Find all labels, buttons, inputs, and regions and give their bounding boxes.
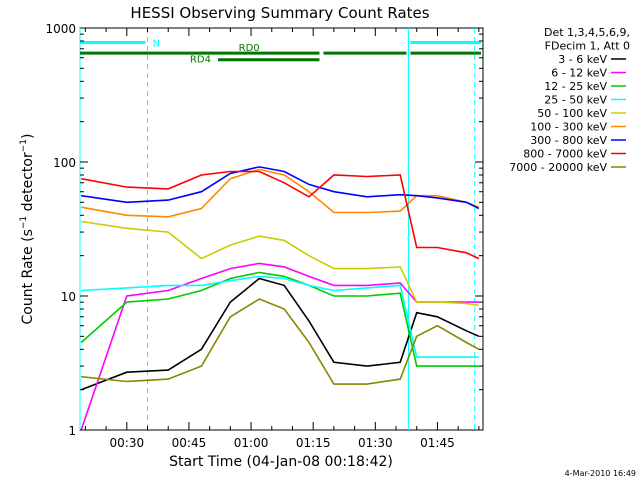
- legend-entry-label: 6 - 12 keV: [551, 67, 607, 80]
- legend-entry-label: 800 - 7000 keV: [523, 148, 607, 161]
- legend-entry-label: 100 - 300 keV: [530, 121, 607, 134]
- vlines: [79, 28, 476, 430]
- legend-entry-label: 7000 - 20000 keV: [509, 161, 607, 174]
- legend-header: Det 1,3,4,5,6,9,: [544, 26, 630, 39]
- series-line-1: [80, 262, 479, 431]
- marker-rd0-label: RD0: [239, 43, 260, 54]
- x-tick-label: 00:45: [172, 436, 207, 450]
- x-tick-label: 01:15: [296, 436, 331, 450]
- x-tick-label: 01:45: [420, 436, 455, 450]
- series-lines: [80, 166, 480, 431]
- series-line-3: [81, 275, 479, 358]
- legend-entry-label: 12 - 25 keV: [544, 80, 607, 93]
- x-tick-label: 01:30: [358, 436, 393, 450]
- markers: N RD0 RD4: [80, 38, 481, 66]
- series-line-8: [81, 298, 480, 385]
- legend: Det 1,3,4,5,6,9,FDecim 1, Att 03 - 6 keV…: [509, 26, 630, 174]
- legend-entry-label: 50 - 100 keV: [537, 107, 607, 120]
- series-line-5: [81, 168, 480, 218]
- series-line-7: [81, 170, 480, 260]
- legend-entry-label: 25 - 50 keV: [544, 94, 607, 107]
- x-axis: 00:30 00:45 01:00 01:15 01:30 01:45: [84, 28, 480, 450]
- y-tick-label: 10: [61, 290, 76, 304]
- y-tick-label: 1000: [45, 22, 76, 36]
- y-tick-label: 1: [68, 424, 76, 438]
- legend-entry-label: 300 - 800 keV: [530, 134, 607, 147]
- marker-n-label: N: [153, 38, 160, 49]
- x-tick-label: 00:30: [110, 436, 145, 450]
- legend-header: FDecim 1, Att 0: [545, 40, 630, 53]
- y-axis: 1 10 100 1000: [45, 22, 483, 438]
- series-line-4: [81, 220, 480, 307]
- chart-title: HESSI Observing Summary Count Rates: [130, 4, 429, 22]
- x-tick-label: 01:00: [234, 436, 269, 450]
- x-axis-title: Start Time (04-Jan-08 00:18:42): [169, 454, 393, 470]
- series-line-6: [81, 166, 480, 210]
- series-line-0: [80, 277, 480, 391]
- y-axis-title: Count Rate (s−1 detector−1): [19, 134, 36, 325]
- marker-rd4-label: RD4: [190, 55, 211, 66]
- y-tick-label: 100: [53, 156, 76, 170]
- legend-entry-label: 3 - 6 keV: [558, 53, 607, 66]
- footer-date: 4-Mar-2010 16:49: [565, 469, 636, 478]
